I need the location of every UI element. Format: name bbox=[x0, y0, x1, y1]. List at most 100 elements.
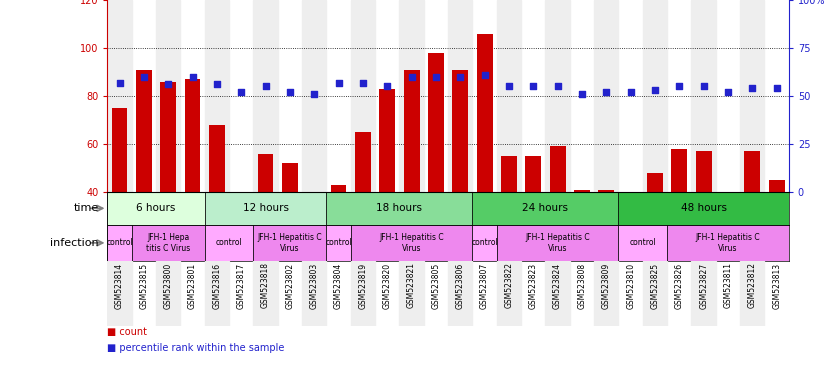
Bar bbox=[302, 0, 326, 192]
Point bbox=[600, 89, 613, 95]
Point bbox=[430, 74, 443, 80]
Bar bbox=[672, 149, 687, 192]
Bar bbox=[326, 192, 472, 225]
Point bbox=[259, 83, 273, 89]
Point bbox=[307, 91, 320, 97]
Text: GSM523821: GSM523821 bbox=[407, 262, 416, 308]
Bar bbox=[594, 261, 619, 326]
Text: GSM523804: GSM523804 bbox=[334, 262, 343, 309]
Text: GSM523808: GSM523808 bbox=[577, 262, 586, 309]
Text: GSM523817: GSM523817 bbox=[237, 262, 246, 309]
Text: GSM523823: GSM523823 bbox=[529, 262, 538, 309]
Text: GSM523827: GSM523827 bbox=[699, 262, 708, 309]
Text: GSM523800: GSM523800 bbox=[164, 262, 173, 309]
Text: GSM523812: GSM523812 bbox=[748, 262, 757, 308]
Bar bbox=[379, 89, 395, 192]
Point bbox=[137, 74, 150, 80]
Bar bbox=[695, 151, 711, 192]
Bar bbox=[453, 70, 468, 192]
Bar bbox=[472, 225, 496, 261]
Text: 12 hours: 12 hours bbox=[243, 203, 288, 214]
Point bbox=[502, 83, 515, 89]
Point bbox=[283, 89, 297, 95]
Text: time: time bbox=[74, 203, 99, 214]
Bar bbox=[209, 125, 225, 192]
Text: GSM523819: GSM523819 bbox=[358, 262, 368, 309]
Bar bbox=[254, 0, 278, 192]
Text: GSM523802: GSM523802 bbox=[286, 262, 294, 309]
Bar bbox=[472, 192, 619, 225]
Bar bbox=[302, 261, 326, 326]
Text: GSM523801: GSM523801 bbox=[188, 262, 197, 309]
Bar bbox=[326, 225, 351, 261]
Text: JFH-1 Hepa
titis C Virus: JFH-1 Hepa titis C Virus bbox=[146, 233, 190, 253]
Text: 6 hours: 6 hours bbox=[136, 203, 176, 214]
Text: ■ percentile rank within the sample: ■ percentile rank within the sample bbox=[107, 343, 285, 353]
Bar bbox=[619, 192, 789, 225]
Bar bbox=[254, 225, 326, 261]
Bar bbox=[769, 180, 785, 192]
Bar bbox=[205, 225, 254, 261]
Bar bbox=[643, 0, 667, 192]
Bar bbox=[330, 185, 346, 192]
Point bbox=[672, 83, 686, 89]
Text: GSM523825: GSM523825 bbox=[650, 262, 659, 309]
Text: GSM523820: GSM523820 bbox=[382, 262, 392, 309]
Bar bbox=[400, 261, 424, 326]
Bar bbox=[355, 132, 371, 192]
Bar bbox=[594, 0, 619, 192]
Bar bbox=[205, 261, 229, 326]
Bar bbox=[496, 0, 521, 192]
Text: JFH-1 Hepatitis C
Virus: JFH-1 Hepatitis C Virus bbox=[525, 233, 590, 253]
Bar bbox=[258, 154, 273, 192]
Bar bbox=[160, 81, 176, 192]
Point bbox=[551, 83, 564, 89]
Text: control: control bbox=[107, 238, 133, 247]
Bar bbox=[619, 225, 667, 261]
Bar bbox=[404, 70, 420, 192]
Point bbox=[113, 79, 126, 86]
Bar bbox=[400, 0, 424, 192]
Bar bbox=[351, 261, 375, 326]
Point bbox=[527, 83, 540, 89]
Text: 48 hours: 48 hours bbox=[681, 203, 727, 214]
Bar bbox=[477, 33, 492, 192]
Text: GSM523807: GSM523807 bbox=[480, 262, 489, 309]
Bar bbox=[545, 0, 570, 192]
Bar bbox=[205, 0, 229, 192]
Text: control: control bbox=[325, 238, 352, 247]
Text: control: control bbox=[629, 238, 656, 247]
Bar bbox=[496, 261, 521, 326]
Text: GSM523814: GSM523814 bbox=[115, 262, 124, 309]
Bar bbox=[740, 261, 765, 326]
Bar bbox=[428, 53, 444, 192]
Point bbox=[211, 81, 224, 88]
Text: GSM523818: GSM523818 bbox=[261, 262, 270, 308]
Bar bbox=[647, 173, 663, 192]
Bar bbox=[112, 108, 127, 192]
Text: JFH-1 Hepatitis C
Virus: JFH-1 Hepatitis C Virus bbox=[695, 233, 760, 253]
Bar bbox=[643, 261, 667, 326]
Text: control: control bbox=[472, 238, 498, 247]
Bar bbox=[598, 190, 615, 192]
Bar bbox=[691, 0, 716, 192]
Bar bbox=[107, 225, 131, 261]
Bar bbox=[351, 225, 472, 261]
Text: GSM523822: GSM523822 bbox=[505, 262, 514, 308]
Point bbox=[162, 81, 175, 88]
Bar bbox=[574, 190, 590, 192]
Text: ■ count: ■ count bbox=[107, 327, 147, 337]
Bar bbox=[254, 261, 278, 326]
Text: JFH-1 Hepatitis C
Virus: JFH-1 Hepatitis C Virus bbox=[379, 233, 444, 253]
Text: GSM523824: GSM523824 bbox=[553, 262, 563, 309]
Bar bbox=[496, 225, 619, 261]
Bar bbox=[156, 0, 180, 192]
Point bbox=[746, 85, 759, 91]
Bar bbox=[282, 163, 298, 192]
Point bbox=[235, 89, 248, 95]
Point bbox=[356, 79, 369, 86]
Point bbox=[576, 91, 589, 97]
Text: GSM523826: GSM523826 bbox=[675, 262, 684, 309]
Point bbox=[381, 83, 394, 89]
Bar bbox=[156, 261, 180, 326]
